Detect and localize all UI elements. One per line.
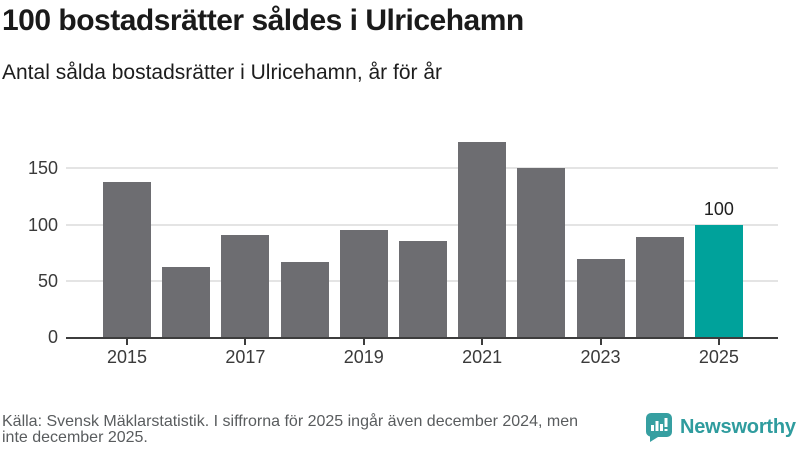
chart-subtitle: Antal sålda bostadsrätter i Ulricehamn, …	[2, 61, 443, 84]
x-tick-mark	[717, 339, 720, 345]
x-slot-2020	[399, 339, 447, 377]
bar-2020	[398, 241, 447, 337]
source-line-1: Källa: Svensk Mäklarstatistik. I siffror…	[2, 413, 578, 430]
plot-area: 100	[66, 139, 778, 337]
x-slot-2022	[517, 339, 565, 377]
x-tick-label: 2017	[225, 347, 266, 367]
x-tick-label: 2019	[343, 347, 384, 367]
gridline-100	[66, 223, 778, 226]
bar-2021	[458, 142, 507, 337]
x-tick-mark	[599, 339, 602, 345]
x-slot-2025: 2025	[695, 339, 743, 377]
newsworthy-logo[interactable]: Newsworthy	[645, 412, 796, 442]
highlight-value-label: 100	[703, 198, 734, 219]
y-axis-labels: 0 50 100 150	[0, 139, 58, 347]
x-axis-labels: 2015 2017 2019 2021 2023 2025	[66, 339, 778, 377]
bars-container: 100	[66, 139, 778, 337]
x-slot-2021: 2021	[458, 339, 506, 377]
x-tick-mark	[481, 339, 484, 345]
bar-2022	[517, 168, 566, 337]
source-note: Källa: Svensk Mäklarstatistik. I siffror…	[2, 414, 578, 445]
bar-2023	[576, 259, 625, 337]
bar-chart: 100 0 50 100 150 2015 2017 2019 2021 2023 2025	[0, 139, 800, 379]
x-slot-2015: 2015	[103, 339, 151, 377]
x-tick-mark	[126, 339, 128, 345]
gridline-150	[66, 167, 778, 170]
x-slot-2017: 2017	[221, 339, 269, 377]
x-tick-label: 2023	[580, 347, 621, 367]
x-tick-mark	[244, 339, 247, 345]
x-tick-label: 2015	[106, 347, 148, 367]
x-tick-label: 2025	[698, 347, 739, 367]
x-slot-2024	[636, 339, 684, 377]
bar-2019	[339, 230, 388, 337]
bar-2024	[635, 236, 684, 337]
bar-2018	[280, 261, 329, 337]
y-tick-label: 50	[37, 270, 58, 291]
y-tick-label: 0	[47, 327, 58, 347]
bar-2015	[103, 181, 151, 337]
x-slot-2023: 2023	[577, 339, 625, 377]
x-tick-mark	[362, 339, 365, 345]
y-tick-label: 150	[27, 158, 58, 179]
x-slot-2016	[162, 339, 210, 377]
page-title: 100 bostadsrätter såldes i Ulricehamn	[2, 4, 524, 37]
x-slot-2019: 2019	[340, 339, 388, 377]
newsworthy-wordmark: Newsworthy	[680, 415, 796, 438]
source-line-2: inte december 2025.	[2, 428, 148, 446]
bar-2016	[162, 267, 211, 337]
bar-2017	[221, 234, 270, 337]
x-slot-2018	[281, 339, 329, 377]
x-tick-label: 2021	[462, 347, 503, 367]
newsworthy-bubble-chart-icon	[645, 412, 673, 442]
x-axis-line	[66, 337, 778, 339]
y-tick-label: 100	[27, 214, 58, 235]
bar-2025: 100	[694, 199, 743, 337]
